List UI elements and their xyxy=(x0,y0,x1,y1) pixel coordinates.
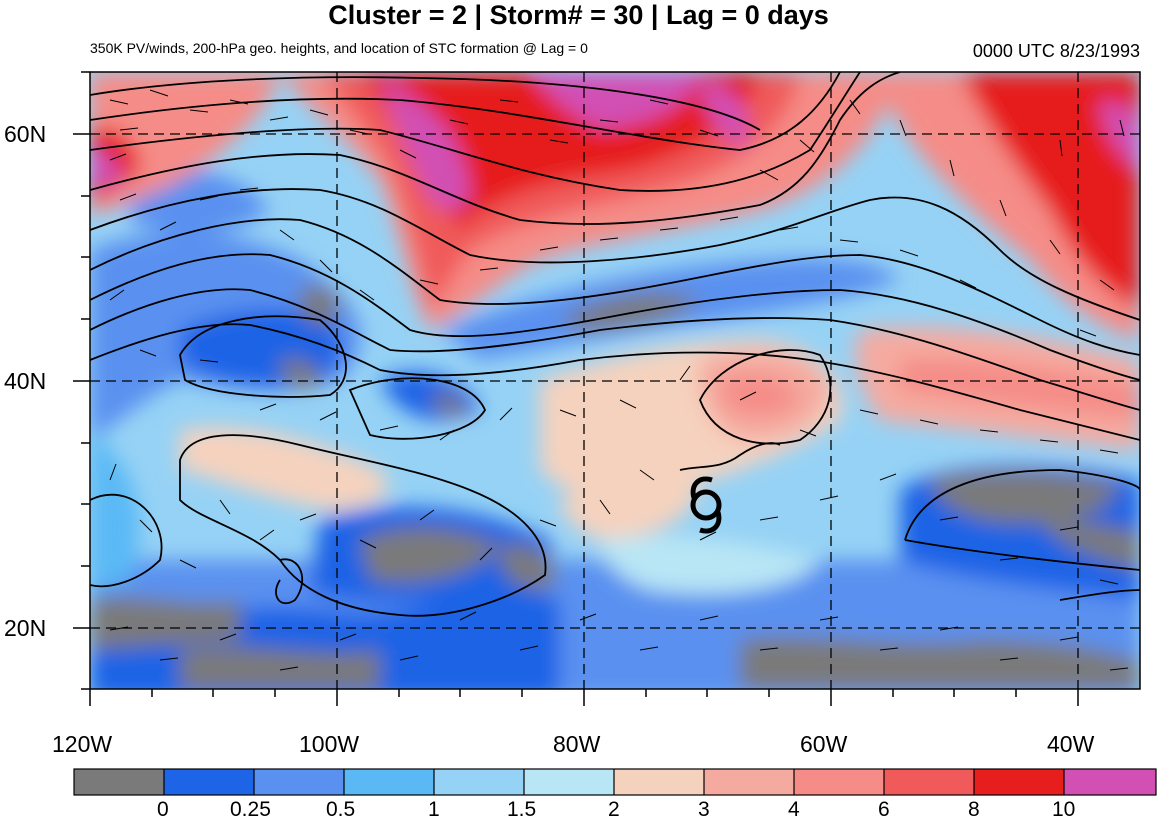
height-contours xyxy=(90,72,1140,617)
colorbar-label-1-5: 1.5 xyxy=(507,798,537,821)
colorbar-label-1: 1 xyxy=(428,798,440,821)
colorbar-label-0-5: 0.5 xyxy=(326,798,356,821)
colorbar-box-3 xyxy=(344,769,434,795)
colorbar-box-8 xyxy=(794,769,884,795)
colorbar-box-10 xyxy=(974,769,1064,795)
figure-subtitle: 350K PV/winds, 200-hPa geo. heights, and… xyxy=(90,40,588,56)
valid-time: 0000 UTC 8/23/1993 xyxy=(972,41,1140,61)
gridlines xyxy=(90,72,1140,689)
colorbar-box-1 xyxy=(164,769,254,795)
colorbar-box-6 xyxy=(614,769,704,795)
colorbar-label-4: 4 xyxy=(788,798,800,821)
tropical-cyclone-icon xyxy=(690,476,722,534)
lon-label-100w: 100W xyxy=(299,731,360,757)
colorbar-label-8: 8 xyxy=(968,798,980,821)
wind-barbs xyxy=(109,89,1129,671)
lat-label-60n: 60N xyxy=(4,121,47,147)
colorbar-label-2: 2 xyxy=(608,798,620,821)
colorbar-label-0: 0 xyxy=(157,798,169,821)
colorbar-box-9 xyxy=(884,769,974,795)
colorbar-label-10: 10 xyxy=(1052,798,1076,821)
colorbar-label-0-25: 0.25 xyxy=(230,798,271,821)
colorbar-box-5 xyxy=(524,769,614,795)
lat-label-20n: 20N xyxy=(4,615,47,641)
colorbar-label-6: 6 xyxy=(878,798,890,821)
lon-label-80w: 80W xyxy=(553,731,601,757)
axis-ticks xyxy=(73,71,1079,706)
colorbar-box-11 xyxy=(1064,769,1156,795)
lon-label-60w: 60W xyxy=(800,731,848,757)
pv-field xyxy=(90,72,1140,689)
colorbar-box-0 xyxy=(74,769,164,795)
lon-label-120w: 120W xyxy=(52,731,113,757)
lon-label-40w: 40W xyxy=(1047,731,1095,757)
colorbar-box-7 xyxy=(704,769,794,795)
colorbar-label-3: 3 xyxy=(698,798,710,821)
colorbar-box-4 xyxy=(434,769,524,795)
figure-title: Cluster = 2 | Storm# = 30 | Lag = 0 days xyxy=(328,0,829,30)
colorbar xyxy=(73,768,1157,796)
lat-label-40n: 40N xyxy=(4,368,47,394)
colorbar-box-2 xyxy=(254,769,344,795)
